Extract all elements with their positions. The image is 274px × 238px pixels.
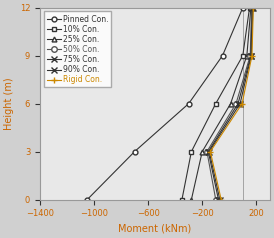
25% Con. [201,150,204,153]
Pinned Con. [86,198,89,201]
Line: Rigid Con.: Rigid Con. [207,4,257,203]
90% Con. [251,6,255,9]
10% Con. [241,54,244,57]
50% Con. [214,198,217,201]
Rigid Con. [252,6,255,9]
90% Con. [238,102,242,105]
10% Con. [180,198,184,201]
25% Con. [249,6,253,9]
Line: 10% Con.: 10% Con. [179,5,252,202]
75% Con. [207,150,210,153]
50% Con. [205,150,209,153]
Pinned Con. [241,6,244,9]
Y-axis label: Height (m): Height (m) [4,77,14,130]
75% Con. [249,54,253,57]
Rigid Con. [219,198,223,201]
25% Con. [229,102,232,105]
75% Con. [251,6,254,9]
75% Con. [236,102,240,105]
50% Con. [250,6,253,9]
50% Con. [249,54,252,57]
10% Con. [190,150,193,153]
90% Con. [250,54,253,57]
75% Con. [217,198,220,201]
90% Con. [208,150,211,153]
Rigid Con. [241,102,244,105]
90% Con. [218,198,221,201]
X-axis label: Moment (kNm): Moment (kNm) [118,224,192,234]
10% Con. [248,6,251,9]
Line: Pinned Con.: Pinned Con. [85,5,245,202]
50% Con. [234,102,238,105]
Pinned Con. [133,150,136,153]
Line: 50% Con.: 50% Con. [204,5,254,202]
Pinned Con. [221,54,224,57]
25% Con. [245,54,249,57]
10% Con. [214,102,217,105]
Line: 90% Con.: 90% Con. [207,5,256,202]
Rigid Con. [209,150,212,153]
Pinned Con. [187,102,190,105]
Line: 75% Con.: 75% Con. [206,5,255,202]
25% Con. [190,198,193,201]
Line: 25% Con.: 25% Con. [189,5,253,202]
Legend: Pinned Con., 10% Con., 25% Con., 50% Con., 75% Con., 90% Con., Rigid Con.: Pinned Con., 10% Con., 25% Con., 50% Con… [44,11,112,88]
Rigid Con. [250,54,254,57]
